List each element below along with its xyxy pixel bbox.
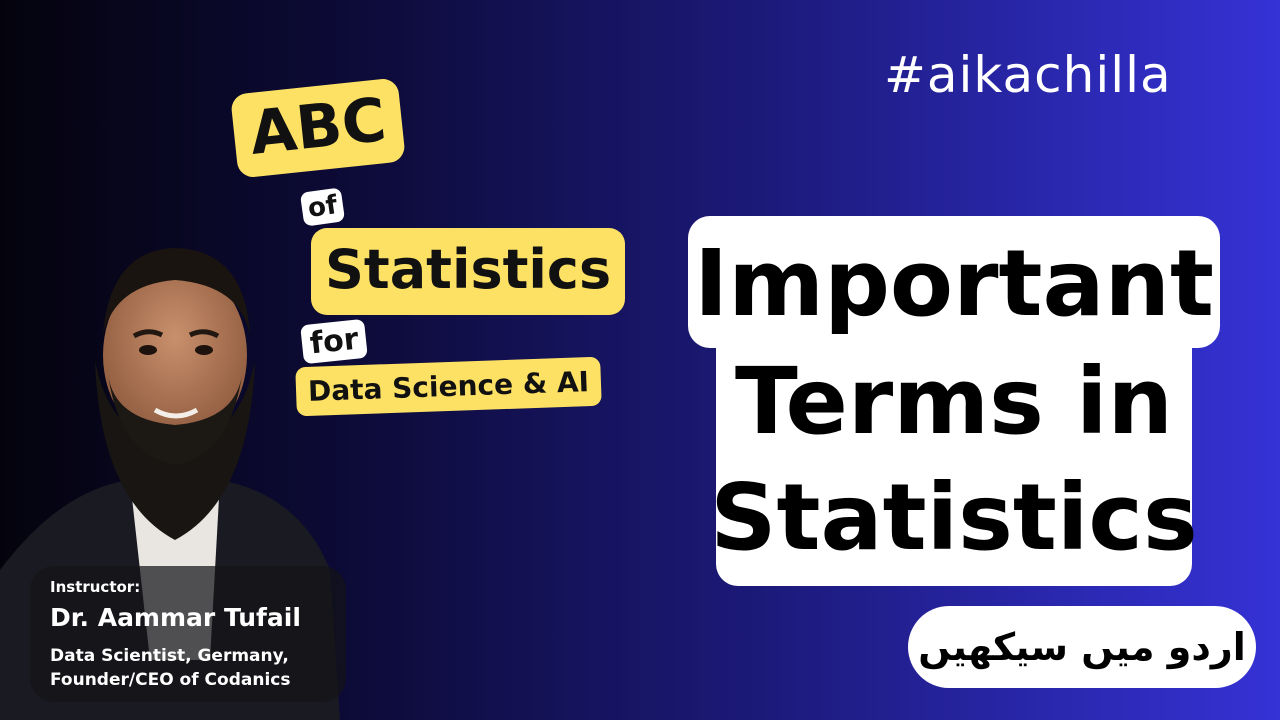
for-tag: for [300,318,369,365]
hashtag-label: #aikachilla [884,46,1172,104]
title-line-3: Statistics [710,464,1198,571]
abc-chip: ABC [230,77,407,179]
title-bg-bottom [716,316,1192,586]
instructor-desc-line-1: Data Scientist, Germany, [50,646,289,666]
instructor-name: Dr. Aammar Tufail [50,603,301,632]
statistics-chip: Statistics [311,228,626,315]
main-title: Important Terms in Statistics [688,216,1220,586]
language-badge: اردو میں سیکھیں [908,606,1256,688]
of-tag: of [299,187,346,227]
title-line-2: Terms in [735,348,1173,455]
instructor-role: Instructor: [50,578,141,596]
instructor-description: Data Scientist, Germany, Founder/CEO of … [50,644,290,692]
instructor-desc-line-2: Founder/CEO of Codanics [50,670,291,690]
audience-chip: Data Science & AI [295,356,602,417]
title-line-1: Important [693,230,1215,337]
instructor-card [30,566,346,702]
